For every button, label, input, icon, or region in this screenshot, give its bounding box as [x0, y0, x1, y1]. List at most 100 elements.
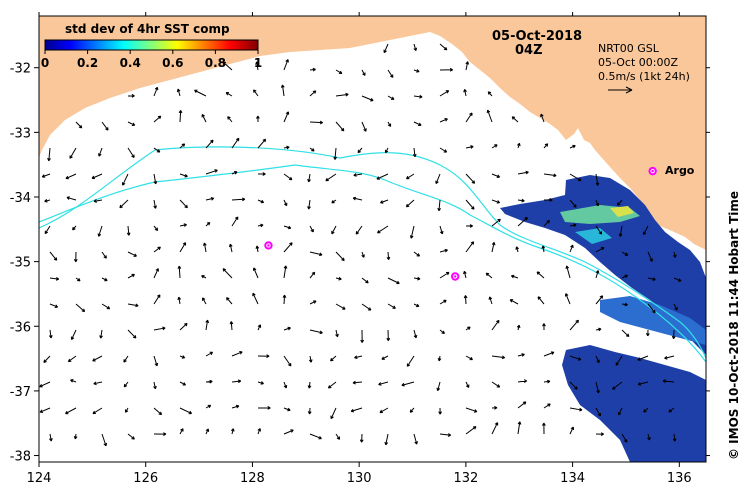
current-vector-arrow	[69, 147, 77, 159]
current-vector-arrow	[177, 296, 182, 305]
current-vector-arrow	[595, 381, 600, 394]
current-vector-arrow	[569, 144, 576, 149]
current-vector-arrow	[664, 355, 675, 360]
current-vector-arrow	[309, 300, 317, 305]
colorbar-title: std dev of 4hr SST comp	[65, 22, 230, 36]
current-vector-arrow	[517, 216, 528, 227]
y-tick-label: -36	[10, 320, 31, 335]
current-vector-arrow	[123, 355, 129, 363]
colorbar-tick-label: 0.6	[162, 56, 183, 70]
current-vector-arrow	[439, 433, 452, 437]
current-vector-arrow	[283, 381, 288, 389]
current-vector-arrow	[153, 246, 161, 253]
current-vector-arrow	[439, 147, 448, 153]
current-vector-arrow	[101, 251, 107, 259]
colorbar-tick-label: 0.8	[205, 56, 226, 70]
map-time: 04Z	[515, 43, 543, 58]
current-vector-arrow	[595, 246, 605, 253]
current-vector-arrow	[49, 251, 58, 261]
current-vector-arrow	[540, 113, 545, 123]
current-vector-arrow	[153, 147, 161, 153]
current-vector-arrow	[485, 272, 493, 279]
current-vector-arrow	[361, 121, 367, 132]
current-vector-arrow	[383, 43, 389, 54]
colorbar-tick-label: 1	[254, 56, 262, 70]
plot-area: Argo std dev of 4hr SST comp 0 0.2 0.4 0.6 0…	[38, 15, 707, 463]
current-vector-arrow	[387, 277, 400, 285]
current-vector-arrow	[615, 355, 623, 366]
current-vector-arrow	[509, 299, 519, 305]
argo-float-marker	[451, 272, 460, 281]
current-vector-arrow	[439, 271, 450, 279]
current-vector-arrow	[205, 169, 218, 175]
current-vector-arrow	[176, 88, 181, 97]
current-vector-arrow	[205, 221, 211, 227]
current-vector-arrow	[127, 251, 137, 257]
current-vector-arrow	[127, 303, 139, 308]
current-vector-arrow	[491, 355, 506, 360]
current-vector-arrow	[491, 199, 501, 204]
current-vector-arrow	[231, 404, 240, 409]
current-vector-arrow	[380, 199, 389, 204]
current-vector-arrow	[357, 147, 363, 154]
current-vector-arrow	[409, 407, 415, 413]
current-vector-arrow	[335, 69, 343, 75]
current-vector-arrow	[642, 225, 649, 236]
current-vector-arrow	[72, 225, 77, 231]
current-vector-arrow	[205, 351, 214, 357]
current-vector-arrow	[569, 319, 579, 331]
current-vector-arrow	[309, 225, 314, 233]
current-vector-arrow	[91, 173, 103, 180]
current-vector-arrow	[517, 421, 522, 435]
current-vector-arrow	[438, 407, 442, 415]
current-vector-arrow	[333, 147, 338, 160]
current-vector-arrow	[439, 299, 447, 305]
current-vector-arrow	[229, 321, 234, 331]
current-vector-arrow	[569, 381, 578, 390]
current-vector-arrow	[227, 116, 233, 123]
current-vector-arrow	[413, 251, 421, 257]
current-vector-arrow	[387, 69, 394, 78]
current-vector-arrow	[510, 274, 519, 279]
current-vector-arrow	[387, 303, 396, 309]
current-vector-arrow	[413, 121, 422, 127]
plot-frame	[38, 15, 707, 463]
current-vector-arrow	[153, 407, 163, 416]
current-vector-arrow	[413, 303, 420, 308]
current-vector-arrow	[67, 355, 77, 363]
current-vector-arrow	[153, 268, 159, 279]
analysis-time: 05-Oct 00:00Z	[598, 56, 678, 69]
current-vector-arrow	[439, 248, 448, 253]
current-vector-arrow	[465, 381, 470, 388]
current-vector-arrow	[543, 379, 551, 384]
current-vector-arrow	[621, 302, 628, 307]
colorbar-tick-label: 0	[41, 56, 49, 70]
current-vector-arrow	[595, 199, 600, 207]
current-vector-arrow	[309, 120, 323, 125]
current-vector-arrow	[283, 111, 290, 123]
current-vector-arrow	[257, 406, 271, 410]
y-tick-label: -34	[10, 191, 31, 206]
current-vector-arrow	[643, 407, 649, 413]
current-vector-arrow	[257, 199, 265, 204]
current-vector-arrow	[543, 198, 553, 202]
current-vector-arrow	[379, 407, 389, 414]
current-vector-arrow	[543, 351, 555, 357]
current-vector-arrow	[179, 428, 184, 435]
current-vector-arrow	[413, 329, 418, 339]
current-vector-arrow	[153, 225, 159, 232]
current-vector-arrow	[405, 173, 415, 180]
current-vector-arrow	[127, 329, 137, 339]
y-tick-label: -32	[10, 62, 31, 77]
current-vector-arrow	[439, 329, 445, 335]
current-vector-arrow	[377, 225, 389, 234]
current-vector-arrow	[283, 242, 293, 253]
current-vector-arrow	[308, 355, 313, 363]
current-vector-arrow	[439, 43, 448, 51]
current-vector-arrow	[39, 381, 51, 388]
current-vector-arrow	[401, 381, 415, 387]
current-vector-arrow	[225, 92, 233, 97]
current-vector-arrow	[127, 121, 136, 126]
current-vector-arrow	[569, 199, 577, 208]
current-vector-arrow	[179, 355, 186, 359]
